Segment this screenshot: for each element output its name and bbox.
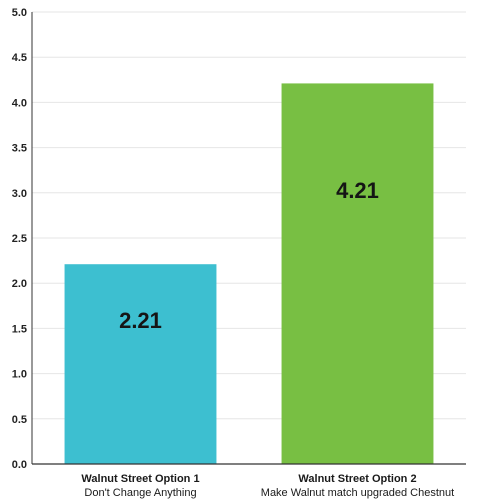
- y-tick-label: 5.0: [12, 7, 27, 19]
- y-axis-tick-labels: 0.0 0.5 1.0 1.5 2.0 2.5 3.0 3.5 4.0 4.5 5.0: [12, 7, 27, 471]
- bars: [64, 83, 434, 464]
- y-tick-label: 3.0: [12, 188, 27, 200]
- x-axis-category-labels: Walnut Street Option 1 Don't Change Anyth…: [81, 473, 454, 499]
- x-category-label: Walnut Street Option 2: [298, 473, 416, 485]
- y-tick-label: 4.5: [12, 52, 27, 64]
- data-label: 4.21: [336, 178, 379, 203]
- data-labels: 2.21 4.21: [119, 178, 379, 333]
- y-tick-label: 2.5: [12, 233, 27, 245]
- y-tick-label: 0.5: [12, 414, 27, 426]
- y-tick-label: 2.0: [12, 278, 27, 290]
- y-tick-label: 4.0: [12, 97, 27, 109]
- x-category-sublabel: Make Walnut match upgraded Chestnut: [261, 487, 454, 499]
- y-tick-label: 1.5: [12, 323, 27, 335]
- bar: [64, 264, 217, 464]
- y-tick-label: 1.0: [12, 369, 27, 381]
- y-tick-label: 0.0: [12, 459, 27, 471]
- bar: [281, 83, 434, 464]
- x-category-label: Walnut Street Option 1: [81, 473, 199, 485]
- x-category-sublabel: Don't Change Anything: [84, 487, 196, 499]
- data-label: 2.21: [119, 308, 162, 333]
- y-tick-label: 3.5: [12, 143, 27, 155]
